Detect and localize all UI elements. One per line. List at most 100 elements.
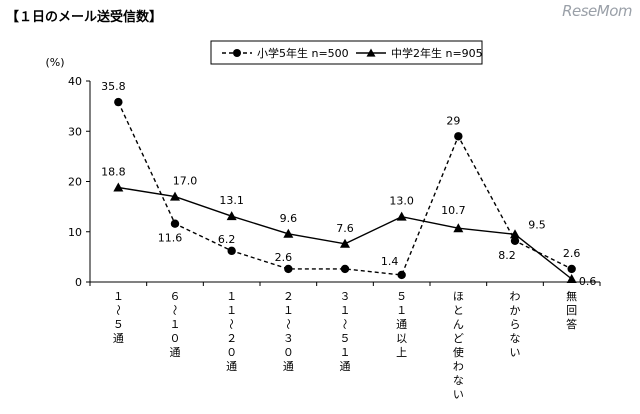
x-category-label-char: ～ xyxy=(111,305,124,316)
y-tick-label: 10 xyxy=(68,226,82,239)
series-1-data-label: 2.6 xyxy=(563,247,581,260)
x-category-label-char: な xyxy=(510,332,521,345)
x-category-label-char: １ xyxy=(170,318,181,331)
x-category-label-char: 使 xyxy=(453,346,464,359)
x-category-label-char: ～ xyxy=(338,319,351,330)
chart-legend: 小学5年生 n=500 中学2年生 n=905 xyxy=(210,40,483,65)
x-category-label-char: ０ xyxy=(170,332,181,345)
series-2-data-label: 13.1 xyxy=(219,194,244,207)
x-category-label-char: ん xyxy=(453,318,464,331)
x-category-label-char: と xyxy=(453,304,464,317)
series-1-data-label: 8.2 xyxy=(498,249,516,262)
x-category-label-char: か xyxy=(510,304,521,317)
series-2-point xyxy=(113,182,124,192)
series-1-data-label: 35.8 xyxy=(101,80,126,93)
series-1-point xyxy=(340,264,350,274)
x-category-label-char: 無 xyxy=(566,289,577,303)
x-category-label-char: ３ xyxy=(340,290,351,303)
x-category-label-char: わ xyxy=(510,290,521,303)
series-1-point xyxy=(454,132,463,141)
series-2-data-label: 9.6 xyxy=(280,212,298,225)
series-1-point xyxy=(567,264,576,274)
series-2-point xyxy=(566,273,577,283)
y-tick-label: 20 xyxy=(68,176,82,189)
x-category-label-char: 答 xyxy=(566,317,577,331)
x-category-label-char: １ xyxy=(396,304,407,317)
x-category-label-char: ～ xyxy=(168,305,181,316)
series-2-point xyxy=(340,238,350,248)
series-1-data-label: 1.4 xyxy=(381,255,399,268)
series-1-point xyxy=(227,246,236,256)
series-1-point xyxy=(284,264,293,274)
x-category-label-char: １ xyxy=(283,304,294,317)
series-2-data-label: 17.0 xyxy=(173,175,198,188)
series-1-data-label: 11.6 xyxy=(158,232,183,245)
series-1-point xyxy=(397,270,406,280)
y-axis-unit: (%) xyxy=(45,56,64,69)
x-category-label-char: １ xyxy=(340,346,351,359)
series-2-point xyxy=(283,228,294,238)
x-category-label-char: １ xyxy=(226,290,237,303)
x-category-label-char: ～ xyxy=(225,319,238,330)
series-2-data-label: 10.7 xyxy=(441,204,466,217)
x-category-label-char: 通 xyxy=(396,318,407,331)
x-category-label-char: ～ xyxy=(281,319,294,330)
x-category-label-char: ０ xyxy=(283,346,294,359)
series-2-data-label: 18.8 xyxy=(101,166,126,179)
x-category-label-char: わ xyxy=(453,360,464,373)
x-category-label-char: ２ xyxy=(226,332,237,345)
x-category-label-char: い xyxy=(510,346,521,359)
x-category-label-char: ３ xyxy=(283,332,294,345)
x-category-label-char: 上 xyxy=(396,346,407,359)
series-2-point xyxy=(396,211,407,221)
chart-markers xyxy=(113,97,577,283)
x-category-label-char: 通 xyxy=(283,360,294,373)
series-1-point xyxy=(114,97,123,107)
legend-swatch-marker xyxy=(233,49,241,57)
x-category-label-char: ６ xyxy=(170,290,181,303)
chart-data-labels: 35.8 11.6 6.2 2.6 1.4 29 8.2 2.6 18.8 17.0 13.1 9.6… xyxy=(101,80,596,288)
x-category-label-char: い xyxy=(453,388,464,401)
x-category-label-char: 通 xyxy=(170,346,181,359)
watermark-logo: ReseMom xyxy=(562,2,632,20)
series-2-data-label: 13.0 xyxy=(389,195,414,208)
x-category-label-char: １ xyxy=(113,290,124,303)
x-category-label-char: ５ xyxy=(340,332,351,345)
series-2-point xyxy=(510,229,520,239)
x-category-label-char: ら xyxy=(510,318,521,331)
y-tick-label: 30 xyxy=(68,125,82,138)
series-1-point xyxy=(510,236,520,245)
x-category-label-char: 通 xyxy=(113,332,124,345)
legend-box xyxy=(210,40,483,65)
x-category-label-char: ２ xyxy=(283,290,294,303)
page-title: 【１日のメール送受信数】 xyxy=(6,10,163,25)
legend-label: 小学5年生 n=500 xyxy=(257,46,349,60)
series-1-data-label: 6.2 xyxy=(218,233,236,246)
series-2-data-label: 7.6 xyxy=(336,222,354,235)
legend-label: 中学2年生 n=905 xyxy=(391,46,483,60)
x-category-label-char: ５ xyxy=(396,290,407,303)
series-2-point xyxy=(226,211,237,221)
x-category-label-char: １ xyxy=(226,304,237,317)
series-2-point xyxy=(453,223,464,233)
x-category-label-char: 通 xyxy=(340,360,351,373)
y-tick-label: 0 xyxy=(75,276,82,289)
x-category-label-char: ５ xyxy=(113,318,124,331)
series-line-1 xyxy=(117,101,573,276)
series-2-data-label: 0.6 xyxy=(579,275,597,288)
y-tick-label: 40 xyxy=(68,75,82,88)
chart-axes: 010203040(%)１～５通６～１０通１１～２０通２１～３０通３１～５１通５… xyxy=(45,56,601,401)
x-category-label-char: １ xyxy=(340,304,351,317)
series-1-point xyxy=(170,219,180,228)
series-2-data-label: 9.5 xyxy=(528,218,546,231)
x-category-label-char: 通 xyxy=(226,360,237,373)
x-category-label-char: ほ xyxy=(453,290,464,303)
legend-swatch-marker xyxy=(366,48,376,57)
series-1-data-label: 2.6 xyxy=(275,251,293,264)
x-category-label-char: ０ xyxy=(226,346,237,359)
series-1-data-label: 29 xyxy=(446,114,460,127)
x-category-label-char: 回 xyxy=(566,304,577,317)
series-2-point xyxy=(170,191,180,201)
x-category-label-char: な xyxy=(453,374,464,387)
